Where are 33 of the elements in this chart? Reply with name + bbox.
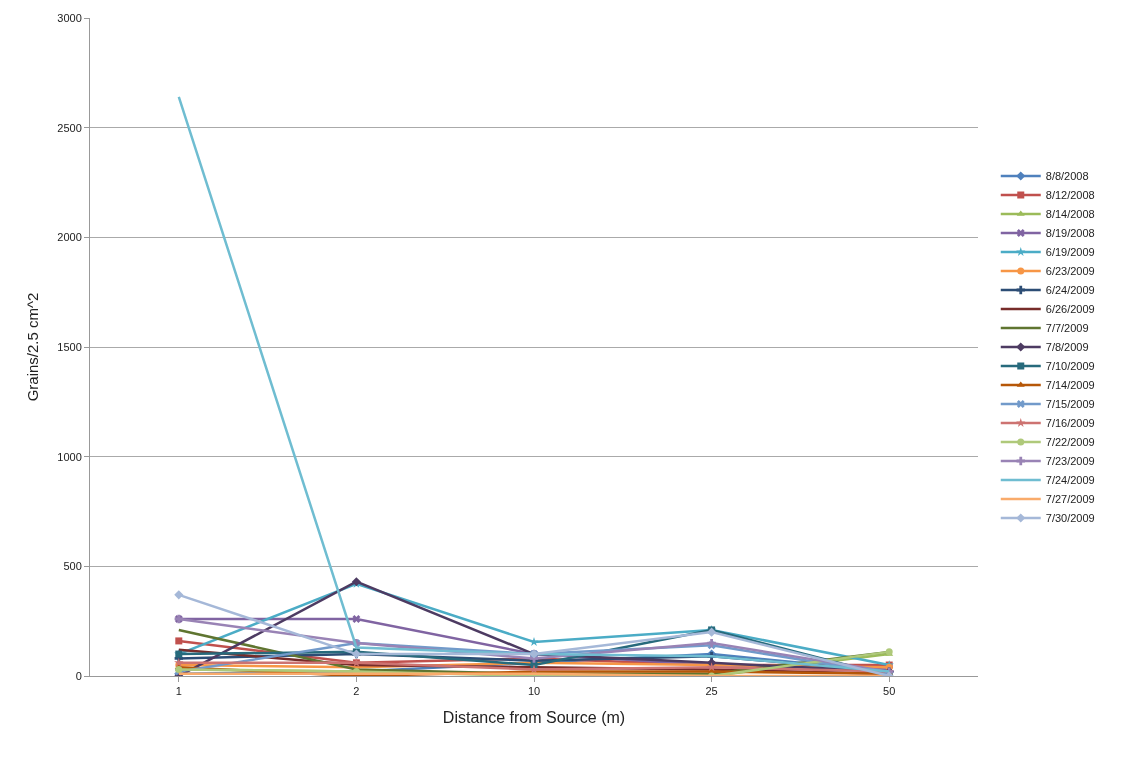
legend-label: 7/27/2009 (1045, 493, 1095, 506)
x-tick-label: 25 (705, 685, 718, 698)
y-tick-label: 1500 (57, 340, 82, 353)
x-tick-label: 50 (883, 685, 896, 698)
legend-label: 6/24/2009 (1045, 284, 1095, 297)
y-tick-label: 0 (75, 669, 82, 682)
y-tick-label: 2000 (57, 231, 82, 244)
y-axis-title: Grains/2.5 cm^2 (23, 292, 41, 402)
legend-label: 8/8/2008 (1045, 170, 1089, 183)
legend-label: 8/14/2008 (1045, 208, 1095, 221)
legend-label: 7/15/2009 (1045, 398, 1095, 411)
y-tick-label: 3000 (57, 11, 82, 24)
legend-label: 7/10/2009 (1045, 360, 1095, 373)
legend-label: 7/23/2009 (1045, 455, 1095, 468)
legend-label: 8/12/2008 (1045, 189, 1095, 202)
y-tick-label: 500 (63, 560, 82, 573)
legend-label: 7/7/2009 (1045, 322, 1089, 335)
legend-label: 7/14/2009 (1045, 379, 1095, 392)
y-tick-label: 2500 (57, 121, 82, 134)
legend-label: 6/26/2009 (1045, 303, 1095, 316)
legend-label: 7/16/2009 (1045, 417, 1095, 430)
y-tick-label: 1000 (57, 450, 82, 463)
legend-label: 7/24/2009 (1045, 474, 1095, 487)
legend-label: 6/23/2009 (1045, 265, 1095, 278)
legend-label: 8/19/2008 (1045, 227, 1095, 240)
x-axis-title: Distance from Source (m) (442, 708, 626, 726)
x-tick-label: 2 (353, 685, 360, 698)
legend-label: 7/8/2009 (1045, 341, 1089, 354)
legend-label: 6/19/2009 (1045, 246, 1095, 259)
legend-label: 7/30/2009 (1045, 512, 1095, 525)
x-tick-label: 1 (175, 685, 182, 698)
legend-label: 7/22/2009 (1045, 436, 1095, 449)
x-tick-label: 10 (527, 685, 541, 698)
